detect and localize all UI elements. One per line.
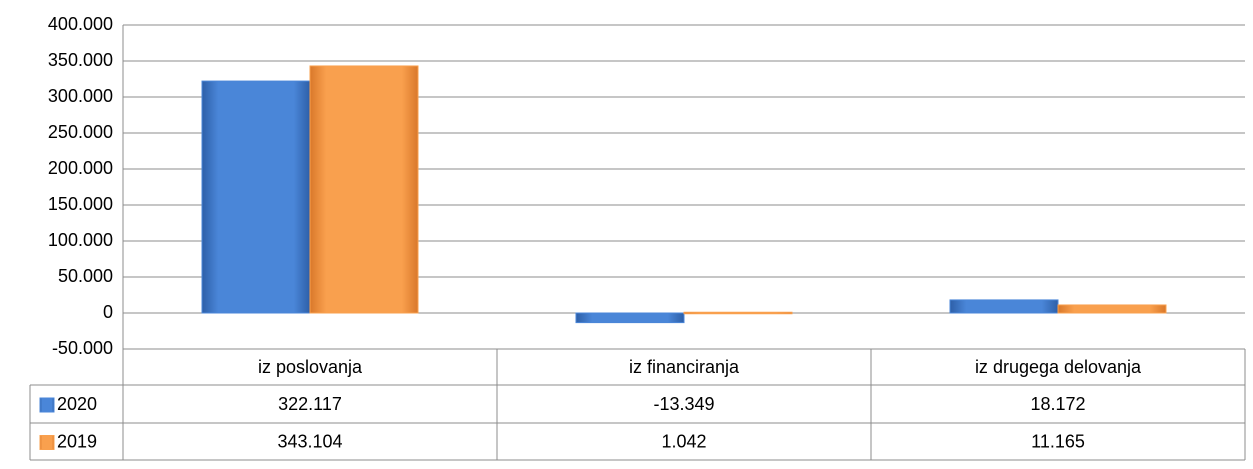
y-tick-label: 400.000	[48, 14, 113, 34]
x-tick-label: iz poslovanja	[258, 357, 363, 377]
table-value: -13.349	[653, 394, 714, 414]
y-tick-label: -50.000	[52, 338, 113, 358]
y-tick-label: 350.000	[48, 50, 113, 70]
y-tick-label: 250.000	[48, 122, 113, 142]
y-tick-label: 0	[103, 302, 113, 322]
legend-label: 2019	[57, 431, 97, 451]
bar	[309, 65, 419, 314]
x-tick-label: iz financiranja	[629, 357, 740, 377]
table-value: 11.165	[1031, 431, 1085, 451]
legend-label: 2020	[57, 394, 97, 414]
legend-key	[39, 397, 55, 413]
y-tick-label: 300.000	[48, 86, 113, 106]
bar	[683, 311, 793, 315]
x-tick-label: iz drugega delovanja	[975, 357, 1142, 377]
bar	[949, 299, 1059, 314]
table-value: 322.117	[278, 394, 342, 414]
y-tick-label: 100.000	[48, 230, 113, 250]
table-value: 1.042	[661, 431, 706, 451]
bar	[575, 312, 685, 324]
table-value: 343.104	[277, 431, 342, 451]
bar	[201, 80, 311, 314]
y-tick-label: 50.000	[58, 266, 113, 286]
bar	[1057, 304, 1167, 314]
table-value: 18.172	[1030, 394, 1085, 414]
legend-key	[39, 435, 55, 450]
y-tick-label: 200.000	[48, 158, 113, 178]
y-tick-label: 150.000	[48, 194, 113, 214]
